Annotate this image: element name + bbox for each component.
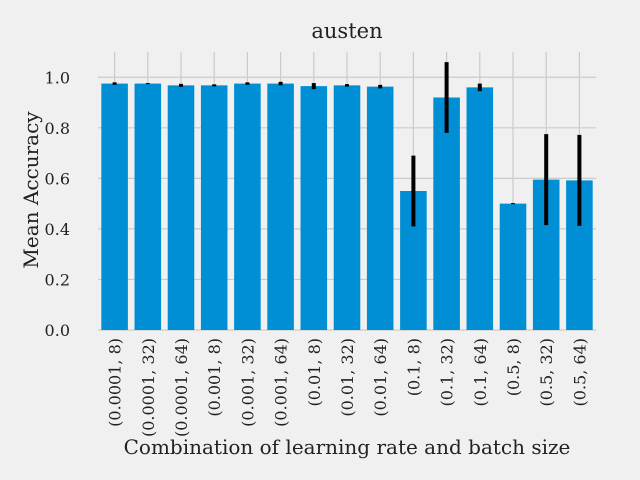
bar	[101, 83, 128, 330]
y-tick-label: 1.0	[45, 68, 70, 87]
x-tick-label: (0.1, 8)	[404, 338, 423, 396]
bar	[466, 87, 494, 330]
y-tick-label: 0.6	[45, 169, 70, 188]
bars	[101, 83, 593, 331]
bar	[300, 86, 328, 330]
y-axis-label: Mean Accuracy	[19, 111, 43, 269]
x-tick-label: (0.0001, 32)	[139, 338, 158, 437]
error-bars	[112, 62, 582, 227]
y-axis-ticks: 0.0 0.2 0.4 0.6 0.8 1.0	[45, 68, 70, 340]
x-tick-label: (0.01, 32)	[338, 338, 357, 417]
bar	[134, 83, 162, 330]
x-tick-label: (0.1, 64)	[471, 338, 490, 406]
x-tick-label: (0.0001, 64)	[172, 338, 191, 437]
x-tick-label: (0.5, 64)	[570, 338, 589, 406]
bar	[267, 83, 294, 330]
x-tick-label: (0.0001, 8)	[106, 338, 125, 427]
x-axis-label: Combination of learning rate and batch s…	[124, 435, 571, 459]
bar	[433, 97, 460, 330]
x-tick-label: (0.01, 64)	[371, 338, 390, 417]
bar	[333, 85, 361, 330]
x-tick-label: (0.001, 32)	[238, 338, 257, 427]
x-tick-label: (0.1, 32)	[438, 338, 457, 406]
bar	[200, 85, 228, 330]
x-tick-label: (0.01, 8)	[305, 338, 324, 406]
bar	[366, 86, 394, 331]
x-axis-ticks: (0.0001, 8) (0.0001, 32) (0.0001, 64) (0.00…	[106, 338, 590, 437]
y-tick-label: 0.0	[45, 321, 70, 340]
x-tick-label: (0.5, 8)	[504, 338, 523, 396]
bar	[167, 85, 195, 330]
bar	[499, 203, 527, 330]
x-tick-label: (0.001, 64)	[272, 338, 291, 427]
x-tick-label: (0.5, 32)	[537, 338, 556, 406]
chart-title: austen	[311, 19, 382, 43]
y-tick-label: 0.8	[45, 119, 70, 138]
y-tick-label: 0.2	[45, 270, 70, 289]
y-tick-label: 0.4	[45, 220, 70, 239]
x-tick-label: (0.001, 8)	[205, 338, 224, 417]
bar	[234, 83, 261, 330]
